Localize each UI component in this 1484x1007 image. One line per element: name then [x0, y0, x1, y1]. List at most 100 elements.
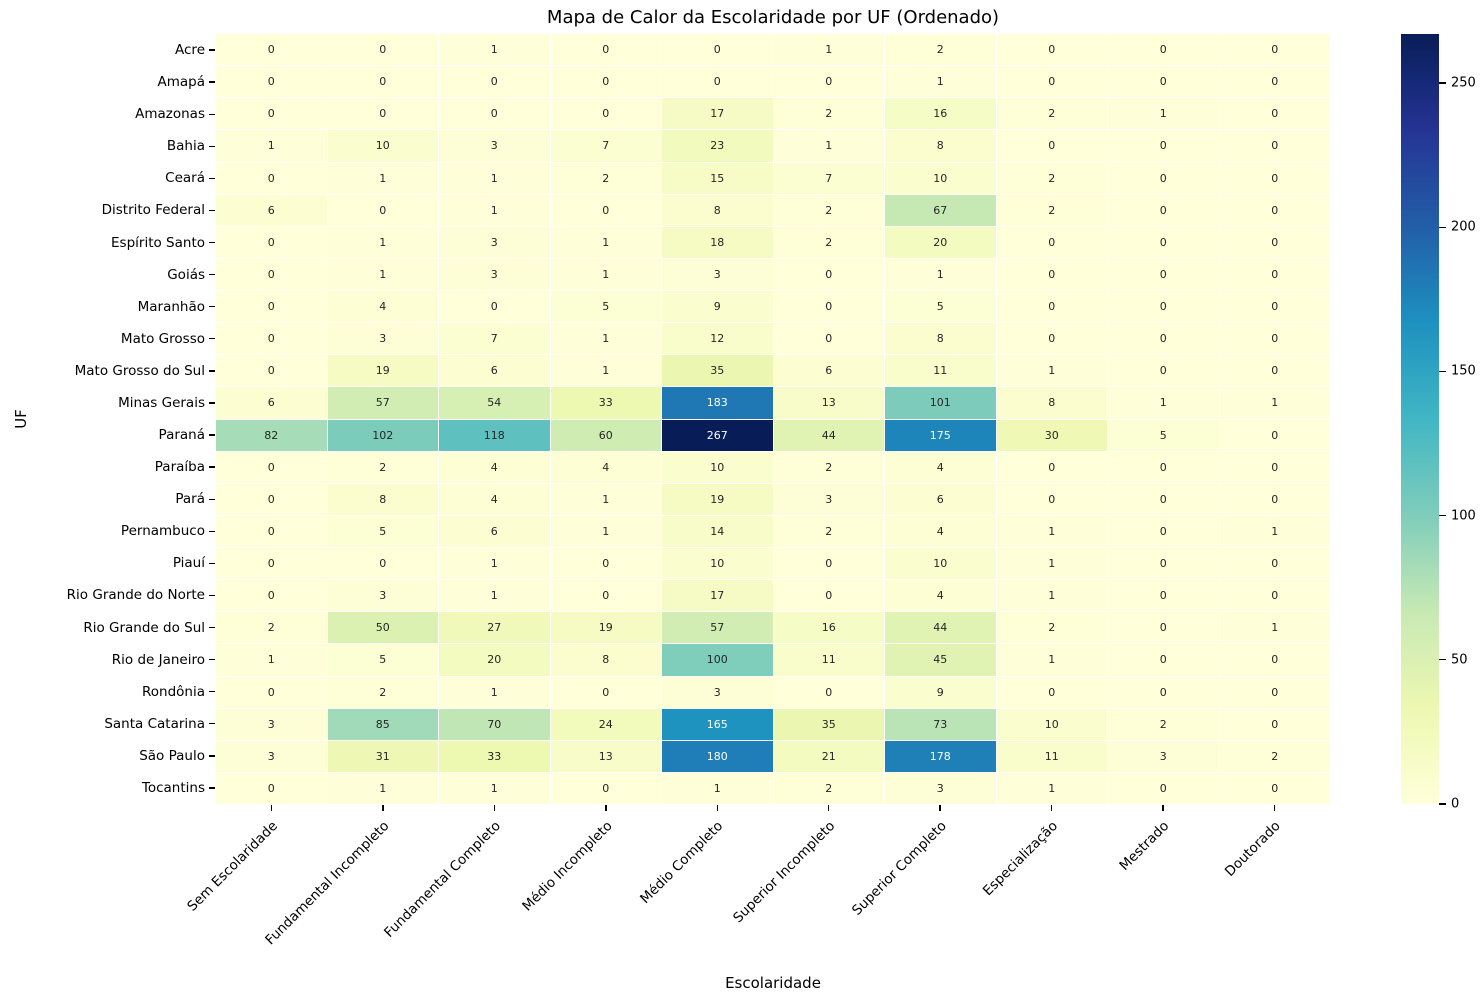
heatmap-cell: 57 [327, 387, 438, 419]
heatmap-cell: 0 [1108, 66, 1219, 98]
x-tick-label: Médio Incompleto [518, 818, 616, 915]
heatmap-cell: 1 [996, 644, 1107, 676]
heatmap-cell: 0 [1108, 291, 1219, 323]
heatmap-cell: 19 [662, 483, 773, 515]
y-tick-mark [209, 49, 215, 51]
heatmap-cell: 30 [996, 419, 1107, 451]
y-tick-label: São Paulo [139, 747, 205, 764]
x-tick-mark [1162, 805, 1164, 811]
heatmap-cell: 17 [662, 580, 773, 612]
heatmap-cell: 5 [550, 291, 661, 323]
y-tick-mark [209, 626, 215, 629]
heatmap-cell: 2 [773, 515, 884, 547]
heatmap-grid: 0 0 1 0 0 1 2 0 0 0 0 0 0 0 0 0 1 0 0 0 0 0 0 0 17 2 16 2 1 0 1 10 3 7 23 1… [216, 34, 1330, 804]
heatmap-cell: 13 [550, 740, 661, 772]
heatmap-cell: 44 [885, 612, 996, 644]
heatmap-cell: 21 [773, 740, 884, 772]
heatmap-cell: 2 [773, 226, 884, 258]
heatmap-cell: 0 [1219, 772, 1330, 804]
y-tick-label: Santa Catarina [104, 715, 205, 732]
heatmap-cell: 8 [327, 483, 438, 515]
heatmap-cell: 50 [327, 612, 438, 644]
heatmap-cell: 0 [1219, 355, 1330, 387]
y-tick-label: Piauí [172, 555, 205, 572]
heatmap-cell: 0 [996, 34, 1107, 66]
heatmap-cell: 0 [327, 194, 438, 226]
heatmap-cell: 0 [1219, 98, 1330, 130]
heatmap-cell: 10 [662, 451, 773, 483]
y-tick-mark [209, 370, 215, 372]
heatmap-cell: 0 [662, 34, 773, 66]
y-tick-mark [209, 241, 215, 244]
heatmap-cell: 2 [773, 451, 884, 483]
heatmap-cell: 0 [216, 580, 327, 612]
heatmap-cell: 5 [327, 515, 438, 547]
heatmap-cell: 4 [439, 451, 550, 483]
heatmap-cell: 0 [1219, 708, 1330, 740]
heatmap-cell: 0 [773, 66, 884, 98]
y-tick-label: Amapá [157, 74, 205, 91]
colorbar-tick-mark [1439, 226, 1446, 228]
heatmap-cell: 0 [1219, 580, 1330, 612]
heatmap-cell: 0 [1219, 162, 1330, 194]
heatmap-cell: 8 [885, 323, 996, 355]
heatmap-cell: 0 [773, 676, 884, 708]
heatmap-cell: 1 [550, 323, 661, 355]
heatmap-cell: 0 [1219, 291, 1330, 323]
heatmap-cell: 101 [885, 387, 996, 419]
y-tick-mark [209, 466, 215, 468]
heatmap-cell: 3 [327, 323, 438, 355]
y-tick-mark [209, 81, 215, 83]
x-tick-mark [493, 805, 496, 811]
heatmap-cell: 9 [662, 291, 773, 323]
heatmap-cell: 0 [1108, 323, 1219, 355]
heatmap-cell: 16 [773, 612, 884, 644]
heatmap-cell: 2 [773, 98, 884, 130]
y-tick-marks [209, 34, 215, 804]
heatmap-cell: 0 [1219, 194, 1330, 226]
heatmap-cell: 2 [327, 676, 438, 708]
heatmap-cell: 0 [1108, 258, 1219, 290]
heatmap-cell: 267 [662, 419, 773, 451]
heatmap-cell: 0 [550, 580, 661, 612]
heatmap-cell: 1 [885, 258, 996, 290]
heatmap-cell: 1 [439, 772, 550, 804]
heatmap-cell: 70 [439, 708, 550, 740]
heatmap-cell: 35 [662, 355, 773, 387]
heatmap-cell: 4 [327, 291, 438, 323]
y-tick-label: Rio de Janeiro [111, 651, 205, 668]
heatmap-cell: 0 [216, 772, 327, 804]
heatmap-cell: 0 [1108, 676, 1219, 708]
heatmap-cell: 1 [439, 194, 550, 226]
x-tick-label: Médio Completo [637, 818, 727, 907]
y-tick-mark [209, 723, 215, 725]
heatmap-cell: 0 [1108, 772, 1219, 804]
heatmap-cell: 1 [550, 355, 661, 387]
heatmap-cell: 0 [1108, 34, 1219, 66]
heatmap-cell: 6 [885, 483, 996, 515]
heatmap-cell: 2 [216, 612, 327, 644]
colorbar-tick-label: 150 [1451, 363, 1476, 379]
heatmap-cell: 1 [885, 66, 996, 98]
heatmap-cell: 1 [216, 644, 327, 676]
x-tick-mark [828, 805, 830, 811]
heatmap-cell: 0 [1219, 644, 1330, 676]
heatmap-cell: 2 [885, 34, 996, 66]
heatmap-cell: 19 [550, 612, 661, 644]
heatmap-cell: 8 [550, 644, 661, 676]
y-tick-label: Pernambuco [120, 523, 205, 540]
heatmap-cell: 16 [885, 98, 996, 130]
heatmap-cell: 1 [327, 772, 438, 804]
heatmap-cell: 2 [996, 162, 1107, 194]
heatmap-cell: 0 [1219, 419, 1330, 451]
heatmap-cell: 1 [327, 162, 438, 194]
heatmap-cell: 0 [216, 483, 327, 515]
y-tick-mark [209, 177, 215, 180]
heatmap-cell: 0 [216, 323, 327, 355]
heatmap-cell: 67 [885, 194, 996, 226]
y-tick-label: Mato Grosso [120, 330, 205, 347]
x-tick-mark [716, 805, 718, 811]
heatmap-cell: 2 [550, 162, 661, 194]
heatmap-cell: 0 [773, 548, 884, 580]
